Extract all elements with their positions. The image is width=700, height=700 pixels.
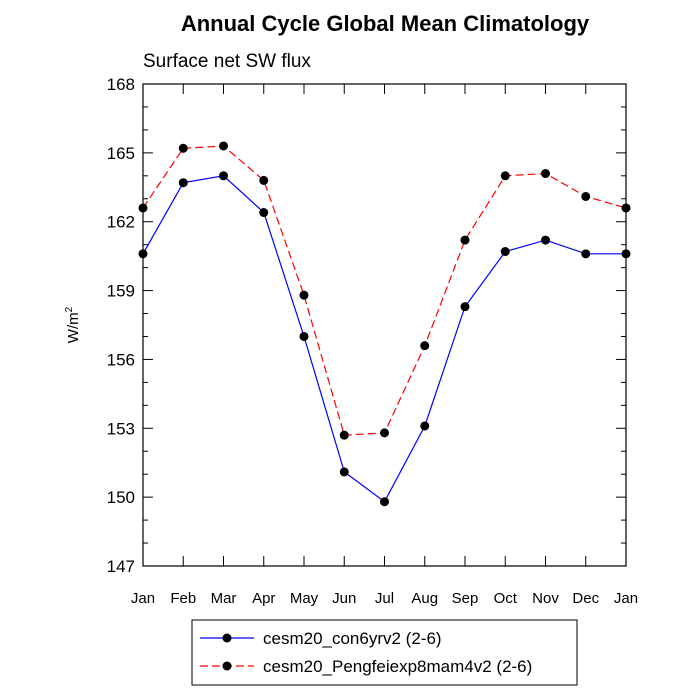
- x-tick-label: Jul: [375, 590, 394, 607]
- x-tick-label: Oct: [494, 590, 518, 607]
- legend-marker-series-1: [222, 633, 232, 643]
- svg-text:W/m2: W/m2: [64, 306, 82, 343]
- data-point-series-2: [178, 143, 188, 153]
- x-tick-label: Aug: [411, 590, 438, 607]
- x-tick-label: Jun: [332, 590, 356, 607]
- data-point-series-1: [259, 208, 269, 218]
- data-point-series-1: [581, 249, 591, 259]
- x-tick-labels: Jan Feb Mar Apr May Jun Jul Aug Sep Oct Nov Dec Jan: [131, 590, 638, 607]
- data-point-series-2: [219, 141, 228, 151]
- y-tick-label: 159: [107, 282, 135, 301]
- data-point-series-2: [339, 430, 349, 440]
- data-point-series-2: [581, 191, 591, 201]
- chart-title: Annual Cycle Global Mean Climatology: [181, 11, 590, 36]
- y-axis-label-text: W/m: [65, 312, 82, 343]
- legend-marker-series-2: [222, 661, 232, 671]
- x-tick-label: Feb: [170, 590, 196, 607]
- y-tick-label: 150: [107, 488, 135, 507]
- y-tick-label: 168: [107, 75, 135, 94]
- x-tick-label: Jan: [131, 590, 155, 607]
- series-line-2: [142, 145, 627, 436]
- x-tick-label: Jan: [614, 590, 638, 607]
- x-tick-label: Dec: [572, 590, 599, 607]
- data-point-series-2: [259, 175, 269, 185]
- series-layer: [138, 141, 631, 507]
- y-axis-label: W/m2: [64, 306, 82, 343]
- legend-box: [191, 619, 578, 686]
- x-tick-label: May: [290, 590, 319, 607]
- data-point-series-1: [339, 467, 349, 477]
- series-line-1: [142, 175, 626, 503]
- axis-ticks: [142, 83, 627, 567]
- data-point-series-1: [460, 302, 470, 312]
- data-point-series-1: [420, 421, 430, 431]
- chart-subtitle: Surface net SW flux: [143, 51, 311, 72]
- data-point-series-1: [541, 235, 550, 245]
- legend: cesm20_con6yrv2 (2-6) cesm20_Pengfeiexp8…: [191, 619, 578, 686]
- data-point-series-1: [380, 497, 389, 507]
- y-tick-label: 165: [107, 144, 135, 163]
- y-tick-label: 153: [107, 419, 135, 438]
- legend-label-series-2: cesm20_Pengfeiexp8mam4v2 (2-6): [263, 657, 532, 676]
- legend-label-series-1: cesm20_con6yrv2 (2-6): [263, 629, 442, 648]
- x-tick-label: Apr: [252, 590, 275, 607]
- data-point-series-1: [500, 247, 510, 257]
- x-tick-label: Mar: [211, 590, 237, 607]
- y-tick-label: 156: [107, 350, 135, 369]
- y-axis-label-superscript: 2: [64, 306, 75, 312]
- data-point-series-1: [178, 178, 188, 188]
- data-point-series-2: [460, 235, 470, 245]
- data-point-series-2: [420, 341, 430, 351]
- data-point-series-2: [500, 171, 510, 181]
- x-tick-label: Sep: [452, 590, 479, 607]
- data-point-series-1: [299, 331, 309, 341]
- data-point-series-2: [380, 428, 389, 438]
- y-tick-label: 162: [107, 213, 135, 232]
- y-tick-label: 147: [107, 557, 135, 576]
- data-point-series-2: [541, 169, 550, 179]
- x-tick-label: Nov: [532, 590, 559, 607]
- plot-frame: [142, 83, 627, 567]
- y-tick-labels: 147 150 153 156 159 162 165 168: [107, 75, 135, 576]
- data-point-series-2: [299, 290, 309, 300]
- data-point-series-1: [219, 171, 228, 181]
